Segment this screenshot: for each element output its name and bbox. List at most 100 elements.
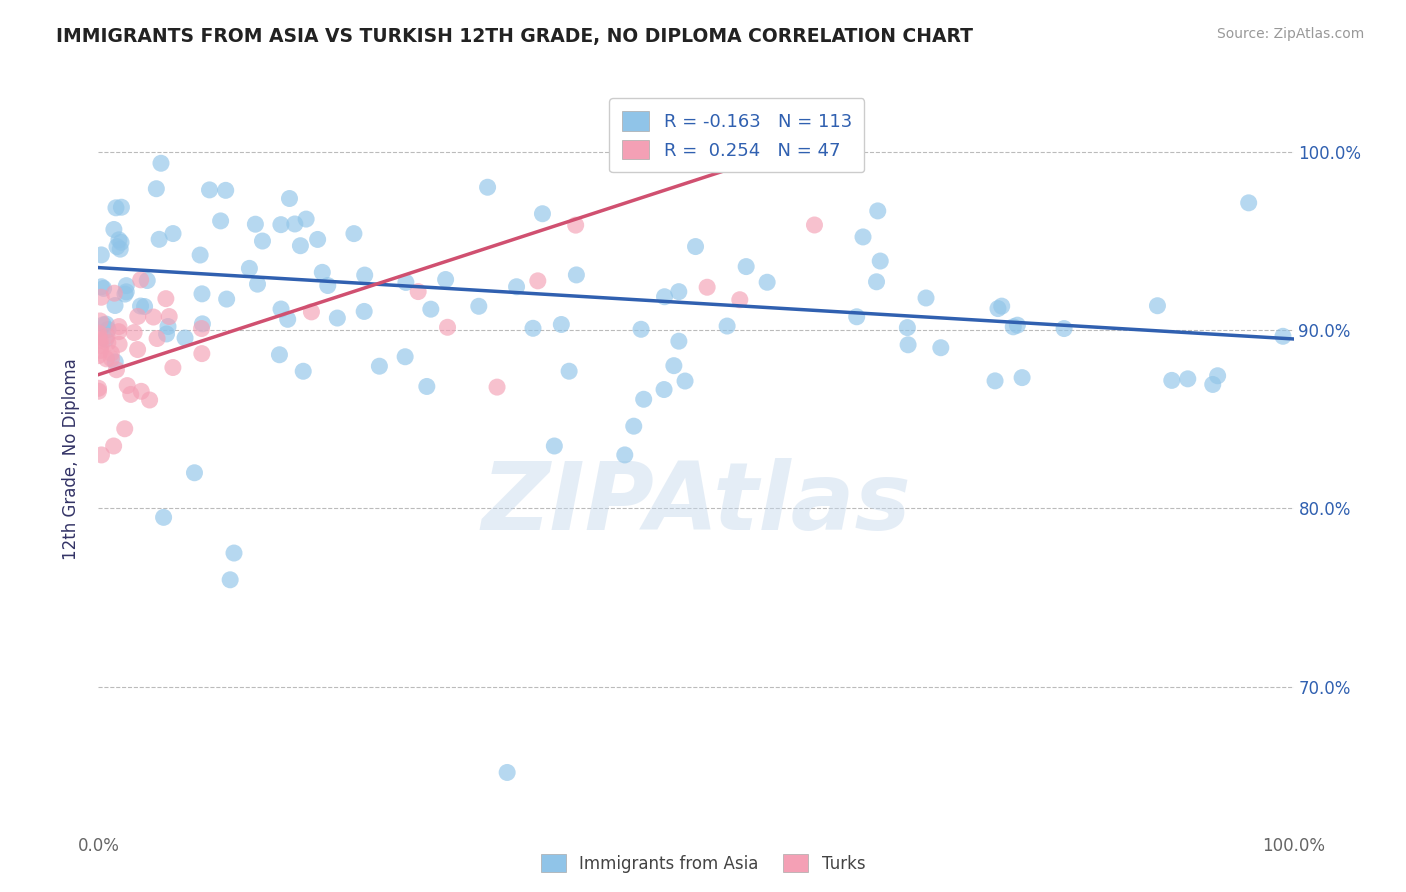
Point — [436, 320, 458, 334]
Text: ZIPAtlas: ZIPAtlas — [481, 458, 911, 549]
Point — [122, 326, 145, 340]
Point — [270, 218, 292, 232]
Y-axis label: 12th Grade, No Diploma: 12th Grade, No Diploma — [62, 359, 80, 560]
Point — [219, 573, 242, 587]
Point — [416, 379, 439, 393]
Point — [803, 218, 825, 232]
Point — [550, 318, 572, 332]
Point — [896, 320, 918, 334]
Point — [292, 364, 315, 378]
Point — [477, 180, 499, 194]
Point — [209, 214, 232, 228]
Point — [368, 359, 391, 374]
Point — [486, 380, 509, 394]
Point — [269, 348, 291, 362]
Point — [311, 265, 333, 279]
Point — [613, 448, 636, 462]
Point — [468, 299, 491, 313]
Point — [103, 439, 125, 453]
Point — [96, 351, 118, 366]
Point — [527, 274, 550, 288]
Point — [129, 299, 152, 313]
Point — [146, 332, 169, 346]
Point — [127, 343, 149, 357]
Point — [756, 275, 779, 289]
Point — [152, 510, 174, 524]
Point — [89, 314, 111, 328]
Point — [852, 230, 875, 244]
Point — [104, 201, 127, 215]
Point — [728, 293, 751, 307]
Text: Source: ZipAtlas.com: Source: ZipAtlas.com — [1216, 27, 1364, 41]
Point — [145, 182, 167, 196]
Point — [496, 765, 519, 780]
Point — [91, 318, 114, 332]
Point — [662, 359, 685, 373]
Point — [105, 363, 128, 377]
Point — [866, 203, 889, 218]
Legend: R = -0.163   N = 113, R =  0.254   N = 47: R = -0.163 N = 113, R = 0.254 N = 47 — [609, 98, 865, 172]
Point — [869, 254, 891, 268]
Point — [929, 341, 952, 355]
Point — [190, 321, 212, 335]
Point — [191, 286, 214, 301]
Point — [1007, 318, 1029, 333]
Point — [110, 200, 132, 214]
Point — [652, 383, 675, 397]
Point — [543, 439, 565, 453]
Point — [326, 311, 349, 326]
Point — [316, 278, 339, 293]
Point — [127, 310, 149, 324]
Point — [1202, 377, 1225, 392]
Point — [673, 374, 696, 388]
Point — [155, 292, 177, 306]
Point — [162, 227, 184, 241]
Point — [110, 235, 132, 250]
Point — [1160, 373, 1182, 387]
Point — [96, 329, 118, 343]
Point — [1237, 195, 1260, 210]
Point — [633, 392, 655, 407]
Point — [107, 325, 129, 339]
Point — [114, 287, 136, 301]
Point — [90, 248, 112, 262]
Point — [558, 364, 581, 378]
Point — [353, 304, 375, 318]
Point — [89, 334, 111, 348]
Point — [156, 319, 179, 334]
Point — [129, 384, 152, 399]
Point — [668, 285, 690, 299]
Point — [136, 273, 159, 287]
Point — [191, 346, 214, 360]
Point — [215, 183, 238, 197]
Point — [897, 338, 920, 352]
Point — [1177, 372, 1199, 386]
Point — [1053, 321, 1076, 335]
Point — [654, 290, 676, 304]
Point — [100, 346, 122, 360]
Point — [114, 422, 136, 436]
Point — [685, 239, 707, 253]
Point — [630, 322, 652, 336]
Point — [96, 317, 118, 331]
Point — [157, 310, 180, 324]
Point — [97, 322, 120, 336]
Point — [198, 183, 221, 197]
Point — [115, 378, 138, 392]
Point — [138, 392, 160, 407]
Point — [104, 299, 127, 313]
Point — [134, 300, 156, 314]
Text: IMMIGRANTS FROM ASIA VS TURKISH 12TH GRADE, NO DIPLOMA CORRELATION CHART: IMMIGRANTS FROM ASIA VS TURKISH 12TH GRA… — [56, 27, 973, 45]
Point — [419, 302, 441, 317]
Point — [215, 292, 238, 306]
Point — [1002, 319, 1025, 334]
Point — [188, 248, 211, 262]
Point — [343, 227, 366, 241]
Point — [108, 242, 131, 256]
Point — [716, 319, 738, 334]
Point — [278, 192, 301, 206]
Point — [90, 290, 112, 304]
Point — [353, 268, 375, 282]
Point — [115, 278, 138, 293]
Point — [87, 349, 110, 363]
